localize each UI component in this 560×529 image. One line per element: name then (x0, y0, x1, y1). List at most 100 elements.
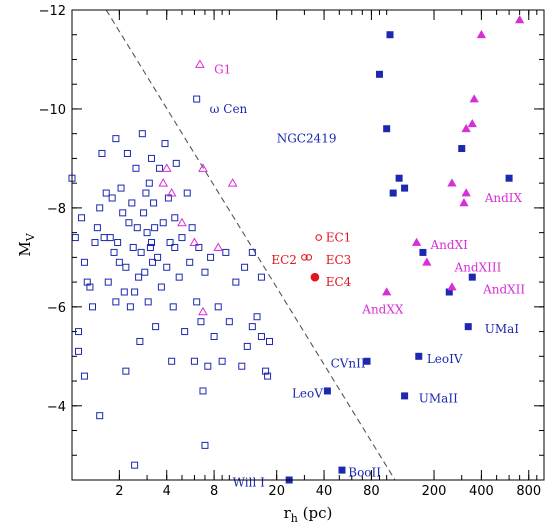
point-annotation: AndXI (430, 238, 469, 252)
filled-square-point (458, 145, 466, 153)
open-square-point (163, 263, 171, 271)
x-tick-label: 400 (469, 484, 494, 499)
x-tick-label: 80 (363, 484, 380, 499)
open-square-point (207, 253, 215, 261)
y-axis-label: MV (16, 232, 37, 256)
open-square-point (104, 278, 112, 286)
point-annotation: AndIX (484, 191, 523, 205)
x-axis-label: rh (pc) (284, 504, 333, 525)
point-annotation: EC2 (271, 253, 297, 267)
open-square-point (264, 372, 272, 380)
filled-square-point (383, 125, 391, 133)
open-square-point (138, 130, 146, 138)
open-square-point (131, 461, 139, 469)
open-square-point (199, 387, 207, 395)
point-annotations: G1 ω Cen NGC2419 EC1 EC2 EC3 EC4 AndIX AndXI AndX… (210, 62, 526, 489)
open-square-point (150, 199, 158, 207)
y-axis-label-sub: V (24, 232, 37, 242)
open-square-point (132, 164, 140, 172)
open-square-point (161, 140, 169, 148)
filled-triangle-point (447, 178, 457, 187)
filled-triangle-point (461, 123, 471, 133)
open-square-point (195, 243, 203, 251)
open-square-point (93, 224, 101, 232)
open-square-point (137, 248, 145, 256)
filled-square-point (389, 189, 397, 197)
open-square-point (96, 204, 104, 212)
open-square-point (98, 149, 106, 157)
open-circle-point (301, 254, 308, 261)
open-square-point (114, 239, 122, 247)
open-square-point (128, 199, 136, 207)
open-triangle-point (161, 163, 172, 172)
point-annotation: G1 (214, 62, 231, 76)
open-square-point (159, 219, 167, 227)
open-square-point (112, 298, 120, 306)
open-square-point (135, 273, 143, 281)
open-square-point (78, 214, 86, 222)
filled-circle-point (310, 272, 320, 282)
open-square-point (157, 283, 165, 291)
y-axis-label-main: M (16, 241, 34, 256)
open-square-point (201, 441, 209, 449)
open-square-point (122, 367, 130, 375)
open-square-point (133, 224, 141, 232)
open-square-point (265, 337, 273, 345)
open-square-point (248, 323, 256, 331)
open-square-point (140, 209, 148, 217)
point-annotation: LeoIV (427, 352, 463, 366)
open-square-point (218, 357, 226, 365)
point-annotation: Will I (233, 475, 265, 489)
open-square-point (171, 214, 179, 222)
open-square-point (96, 412, 104, 420)
open-circle-point (315, 234, 323, 241)
y-tick-label: −12 (39, 4, 66, 19)
filled-triangle-point (467, 118, 477, 128)
open-square-point (125, 219, 133, 227)
open-triangle-point (158, 178, 169, 187)
x-axis-label-unit: (pc) (298, 504, 332, 522)
axis-tick-labels: 2 4 8 20 40 80 200 400 800 −12 −10 −8 −6 −4 (39, 4, 542, 499)
open-triangle-point (213, 242, 224, 251)
filled-square-point (415, 352, 423, 360)
y-tick-label: −10 (39, 103, 66, 118)
open-square-point (257, 333, 265, 341)
open-square-point (190, 357, 198, 365)
filled-triangle-point (476, 29, 487, 39)
open-square-point (171, 243, 179, 251)
open-square-point (238, 362, 246, 370)
open-square-point (156, 164, 164, 172)
filled-triangle-point (459, 198, 469, 207)
open-square-point (178, 234, 186, 242)
open-triangle-point (227, 178, 238, 187)
open-square-point (201, 268, 209, 276)
open-square-point (175, 273, 183, 281)
open-square-point (147, 239, 155, 247)
open-circle-point (305, 254, 313, 261)
open-square-point (106, 234, 114, 242)
open-square-point (141, 268, 149, 276)
open-square-point (142, 189, 150, 197)
filled-triangle-point (422, 257, 432, 266)
open-square-point (145, 179, 153, 187)
open-square-point (183, 189, 191, 197)
filled-square-point (401, 392, 409, 400)
filled-square-point (338, 466, 346, 474)
open-square-point (248, 248, 256, 256)
filled-triangle-point (469, 94, 479, 103)
open-square-point (110, 248, 118, 256)
open-square-point (193, 95, 201, 103)
open-square-point (168, 357, 176, 365)
axis-ticks (71, 9, 544, 481)
open-square-point (253, 313, 261, 321)
x-tick-label: 2 (115, 484, 123, 499)
open-triangle-point (166, 188, 177, 197)
filled-square-point (505, 174, 513, 182)
point-annotation: EC1 (326, 231, 352, 245)
filled-square-point (386, 31, 394, 39)
open-square-point (120, 288, 128, 296)
open-triangle-point (177, 217, 187, 227)
open-square-point (108, 194, 116, 202)
x-tick-label: 40 (316, 484, 333, 499)
open-square-point (80, 258, 88, 266)
